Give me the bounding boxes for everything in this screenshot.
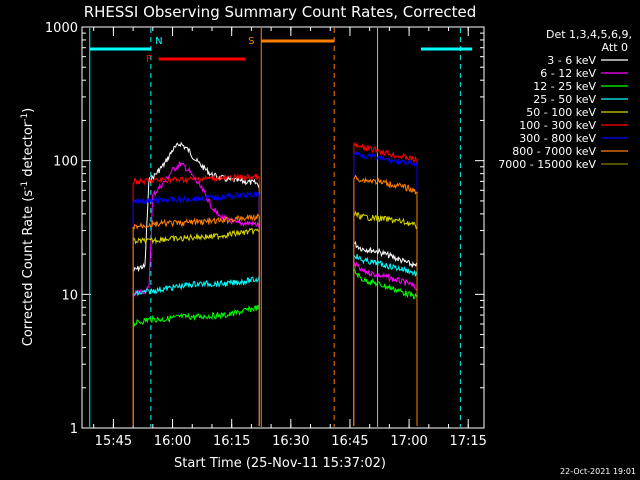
legend-label: 50 - 100 keV — [526, 106, 596, 119]
plot-area: 1 10 100 1000 15:45 16:00 16:15 16:30 16:45 17:00… — [45, 21, 487, 449]
legend-header-detectors: Det 1,3,4,5,6,9, — [546, 28, 632, 41]
x-tick-label: 16:00 — [154, 434, 191, 449]
series-line — [353, 268, 418, 426]
plot-frame — [81, 26, 485, 429]
series-line — [132, 276, 260, 426]
series-line — [132, 304, 260, 426]
series-line — [132, 161, 260, 426]
series-line — [353, 260, 418, 426]
series-line — [132, 172, 260, 426]
series-line — [353, 142, 418, 426]
legend-label: 800 - 7000 keV — [512, 145, 596, 158]
x-tick-label: 15:45 — [95, 434, 132, 449]
series-line — [353, 240, 418, 426]
y-tick-label: 1000 — [45, 21, 78, 36]
y-tick-label: 10 — [61, 288, 78, 303]
series-line — [353, 149, 418, 426]
legend-label: 12 - 25 keV — [533, 80, 596, 93]
legend-label: 300 - 800 keV — [519, 132, 596, 145]
annotation-label: N — [155, 36, 162, 47]
y-tick-label: 1 — [70, 422, 78, 437]
legend-label: 6 - 12 keV — [540, 67, 596, 80]
annotation-label: F — [146, 54, 152, 65]
annotation-label: S — [248, 36, 254, 47]
x-axis-label: Start Time (25-Nov-11 15:37:02) — [174, 456, 386, 471]
x-tick-label: 16:45 — [331, 434, 368, 449]
x-tick-label: 17:15 — [449, 434, 486, 449]
x-tick-label: 16:30 — [272, 434, 309, 449]
x-tick-label: 16:15 — [213, 434, 250, 449]
series-line — [132, 141, 260, 426]
series-line — [132, 213, 260, 426]
legend-label: 25 - 50 keV — [533, 93, 596, 106]
series-line — [353, 210, 418, 426]
chart-title: RHESSI Observing Summary Count Rates, Co… — [84, 3, 477, 21]
legend-label: 3 - 6 keV — [547, 54, 596, 67]
legend-header-attenuator: Att 0 — [602, 41, 628, 54]
series-line — [132, 190, 260, 426]
y-tick-label: 100 — [53, 155, 78, 170]
legend-label: 100 - 300 keV — [519, 119, 596, 132]
x-tick-label: 17:00 — [390, 434, 427, 449]
series-line — [353, 174, 418, 426]
y-axis-label: Corrected Count Rate (s-1 detector-1) — [20, 108, 36, 346]
series-line — [353, 254, 418, 426]
legend-label: 7000 - 15000 keV — [498, 158, 596, 171]
footer-timestamp: 22-Oct-2021 19:01 — [560, 467, 636, 476]
series-line — [132, 227, 260, 426]
